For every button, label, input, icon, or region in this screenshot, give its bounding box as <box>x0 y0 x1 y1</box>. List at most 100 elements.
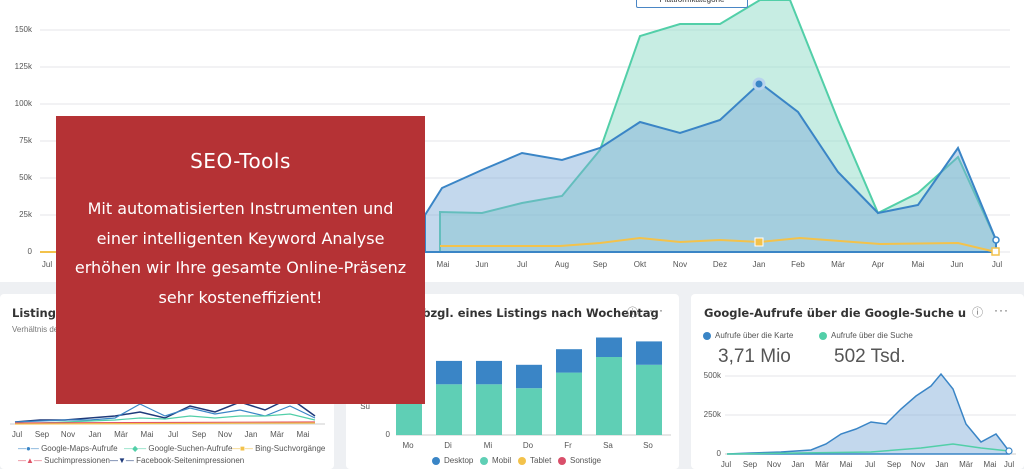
bar-desktop-do[interactable] <box>516 364 542 389</box>
legend-item[interactable]: Aufrufe über die Karte <box>703 331 793 340</box>
legend-item[interactable]: —■— Bing-Suchvorgänge <box>232 444 326 453</box>
y-tick: 0 <box>27 247 32 256</box>
x-tick: Jul <box>41 260 53 269</box>
bar-mobil-do[interactable] <box>516 388 542 435</box>
x-tick: Mär <box>959 460 973 469</box>
x-tick: Apr <box>871 260 885 269</box>
x-tick: Jul <box>11 430 23 439</box>
bar-mobil-di[interactable] <box>436 384 462 435</box>
y-tick: 50k <box>19 173 32 182</box>
x-tick: Nov <box>766 460 782 469</box>
x-tick: Dez <box>712 260 728 269</box>
x-tick: Mai <box>296 430 310 439</box>
google-views-card: Google-Aufrufe über die Google-Suche und… <box>691 294 1024 469</box>
legend-item[interactable]: —●— Google-Maps-Aufrufe <box>18 444 118 453</box>
x-tick: Jul <box>864 460 876 469</box>
x-tick: Jul <box>167 430 179 439</box>
x-tick: Sep <box>886 460 902 469</box>
legend-item[interactable]: Sonstige <box>558 456 601 465</box>
x-tick: Jun <box>475 260 489 269</box>
x-tick: Nov <box>217 430 233 439</box>
x-tick: Mai <box>140 430 154 439</box>
x-tick: Sep <box>742 460 758 469</box>
x-tick: Sep <box>191 430 207 439</box>
x-tick: Aug <box>554 260 570 269</box>
x-tick: Mai <box>436 260 450 269</box>
banner-title: SEO-Tools <box>190 149 291 173</box>
x-tick: Jan <box>935 460 949 469</box>
x-tick: Sep <box>34 430 50 439</box>
bar-mobil-fr[interactable] <box>556 372 582 435</box>
x-tick: Mär <box>831 260 845 269</box>
y-tick: 25k <box>19 210 32 219</box>
legend-item[interactable]: Tablet <box>518 456 551 465</box>
tooltip: Plattformkategorie <box>636 0 748 8</box>
bar-mobil-sa[interactable] <box>596 357 622 435</box>
legend-item[interactable]: Desktop <box>432 456 473 465</box>
bar-desktop-so[interactable] <box>636 341 662 365</box>
series-bing-line <box>440 236 997 253</box>
x-tick: So <box>643 441 653 450</box>
legend-item[interactable]: —◆— Google-Suchen-Aufrufe <box>124 444 233 453</box>
bar-desktop-sa[interactable] <box>596 337 622 358</box>
bar-mobil-mi[interactable] <box>476 384 502 435</box>
y-axis-label: Su <box>360 402 370 411</box>
x-tick: Mi <box>483 441 493 450</box>
x-tick: Sa <box>603 441 613 450</box>
x-tick: Sep <box>592 260 608 269</box>
main-chart <box>40 0 1010 256</box>
card-title: g bzgl. eines Listings nach Wochentag <box>410 306 659 320</box>
x-tick: Jul <box>1003 460 1015 469</box>
x-tick: Nov <box>910 460 926 469</box>
legend-item[interactable]: —▲— Suchimpressionen <box>18 456 110 465</box>
bar-desktop-fr[interactable] <box>556 349 582 373</box>
x-tick: Nov <box>60 430 76 439</box>
info-icon[interactable]: ⓘ <box>627 307 638 319</box>
x-tick: Do <box>522 441 534 450</box>
x-tick: Jul <box>720 460 732 469</box>
x-tick: Nov <box>672 260 688 269</box>
legend-item[interactable]: Mobil <box>480 456 511 465</box>
y-tick: 150k <box>14 25 32 34</box>
seo-tools-banner: SEO-Tools Mit automatisierten Instrument… <box>56 116 425 404</box>
more-options-icon[interactable]: ··· <box>994 303 1009 317</box>
bar-mobil-so[interactable] <box>636 364 662 435</box>
weekday-bar-chart <box>396 337 671 436</box>
bar-desktop-mi[interactable] <box>476 360 502 385</box>
x-tick: Mai <box>911 260 925 269</box>
x-tick: Fr <box>564 441 572 450</box>
legend-item[interactable]: —▼— Facebook-Seitenimpressionen <box>110 456 245 465</box>
listings-line-chart <box>10 397 325 425</box>
maps-point-highlight[interactable] <box>752 77 766 91</box>
card-subtitle: Verhältnis de <box>12 325 59 334</box>
x-tick: Mär <box>114 430 128 439</box>
y-tick: 0 <box>385 430 390 439</box>
x-tick: Mai <box>983 460 997 469</box>
x-tick: Jul <box>516 260 528 269</box>
google-views-chart <box>725 372 1016 455</box>
x-tick: Mär <box>815 460 829 469</box>
series-search-area <box>439 0 997 253</box>
legend-item[interactable]: Aufrufe über die Suche <box>819 331 913 340</box>
banner-text: Mit automatisierten Instrumenten und ein… <box>74 199 407 307</box>
card-title: Google-Aufrufe über die Google-Suche und… <box>704 306 966 320</box>
x-tick: Okt <box>633 260 647 269</box>
x-tick: Mai <box>839 460 853 469</box>
bar-desktop-di[interactable] <box>436 360 462 385</box>
x-tick: Feb <box>791 260 805 269</box>
y-tick: 0 <box>716 449 721 458</box>
bing-point-highlight[interactable] <box>754 237 764 247</box>
y-tick: 100k <box>14 99 32 108</box>
y-tick: 75k <box>19 136 32 145</box>
x-tick: Mär <box>270 430 284 439</box>
x-tick: Jan <box>244 430 258 439</box>
x-tick: Jun <box>950 260 964 269</box>
info-icon[interactable]: ⓘ <box>972 307 983 319</box>
maps-total: 3,71 Mio <box>718 346 791 367</box>
x-tick: Di <box>444 441 452 450</box>
x-tick: Jan <box>752 260 766 269</box>
y-tick: 125k <box>14 62 32 71</box>
more-options-icon[interactable]: ··· <box>649 303 664 317</box>
y-tick: 250k <box>703 410 721 419</box>
x-tick: Mo <box>402 441 414 450</box>
